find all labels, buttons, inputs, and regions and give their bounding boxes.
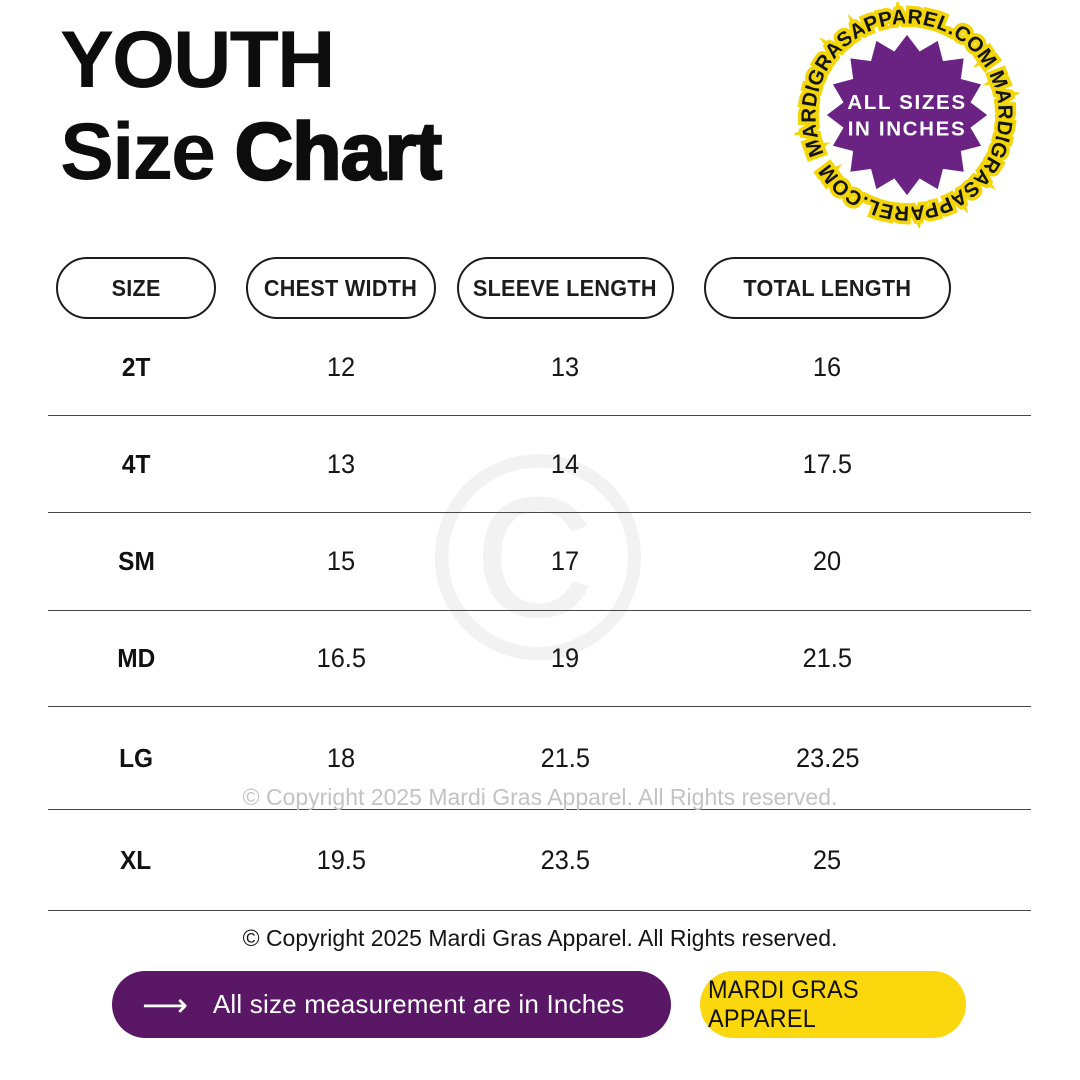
row-chest-value: 12: [326, 351, 356, 382]
brand-name-label: MARDI GRAS APPAREL: [707, 975, 859, 1033]
table-row: LG 18 21.5 23.25: [48, 707, 1031, 810]
row-total-value: 17.5: [802, 448, 853, 479]
brand-name-pill: MARDI GRAS APPAREL: [700, 971, 966, 1038]
header-label-size: SIZE: [111, 274, 161, 301]
table-row: SM 15 17 20: [48, 513, 1031, 611]
table-row: 4T 13 14 17.5: [48, 416, 1031, 513]
row-size-label: LG: [119, 742, 153, 773]
row-size-label: MD: [116, 643, 156, 673]
row-sleeve-value: 23.5: [540, 844, 590, 875]
row-size-label: XL: [120, 844, 152, 875]
page-title-size-word: Size: [60, 107, 235, 198]
header-pill-total-length: TOTAL LENGTH: [704, 257, 951, 319]
page-title: YOUTH Size Chart: [60, 14, 443, 199]
row-total-value: 16: [813, 351, 842, 382]
page-title-line2: Size Chart: [60, 106, 443, 198]
page-title-chart-word: Chart: [233, 106, 443, 198]
measurement-note-label: All size measurement are in Inches: [212, 989, 625, 1019]
row-size-label: SM: [117, 546, 155, 576]
footer-copyright-text: © Copyright 2025 Mardi Gras Apparel. All…: [242, 925, 838, 951]
right-arrow-icon: ⟶: [142, 986, 188, 1023]
size-table: SIZE CHEST WIDTH SLEEVE LENGTH TOTAL LEN…: [48, 257, 1031, 911]
header-label-chest-width: CHEST WIDTH: [264, 274, 418, 301]
row-sleeve-value: 21.5: [540, 742, 590, 773]
row-chest-value: 18: [326, 742, 356, 773]
row-total-value: 21.5: [802, 643, 853, 673]
row-sleeve-value: 19: [550, 643, 580, 673]
brand-seal-badge: MARDIGRASAPPAREL.COM MARDIGRASAPPAREL.CO…: [794, 2, 1020, 228]
copyright-watermark-icon: ©: [430, 394, 646, 720]
watermark-copyright-text: © Copyright 2025 Mardi Gras Apparel. All…: [242, 784, 838, 810]
measurement-note-pill: ⟶ All size measurement are in Inches: [112, 971, 671, 1038]
row-size-label: 2T: [121, 351, 151, 382]
header-pill-size: SIZE: [56, 257, 216, 319]
row-chest-value: 16.5: [316, 643, 366, 673]
header-label-sleeve-length: SLEEVE LENGTH: [473, 274, 657, 301]
row-chest-value: 15: [326, 546, 356, 576]
row-sleeve-value: 14: [550, 448, 580, 479]
header-pill-sleeve-length: SLEEVE LENGTH: [456, 257, 674, 319]
badge-center-line2: IN INCHES: [848, 118, 967, 141]
row-total-value: 20: [813, 546, 842, 576]
table-row: 2T 12 13 16: [48, 319, 1031, 416]
row-sleeve-value: 17: [550, 546, 580, 576]
table-header-row: SIZE CHEST WIDTH SLEEVE LENGTH TOTAL LEN…: [48, 257, 1031, 319]
badge-center-line1: ALL SIZES: [847, 91, 966, 114]
row-chest-value: 19.5: [316, 844, 366, 875]
row-sleeve-value: 13: [550, 351, 580, 382]
row-size-label: 4T: [121, 448, 151, 479]
header-pill-chest-width: CHEST WIDTH: [246, 257, 436, 319]
row-total-value: 25: [813, 844, 842, 875]
row-chest-value: 13: [326, 448, 356, 479]
table-row: XL 19.5 23.5 25: [48, 810, 1031, 911]
starburst-icon: [826, 34, 988, 196]
header-label-total-length: TOTAL LENGTH: [743, 274, 912, 301]
row-total-value: 23.25: [795, 742, 860, 773]
table-row: MD 16.5 19 21.5: [48, 611, 1031, 707]
page-title-line1: YOUTH: [60, 15, 336, 105]
